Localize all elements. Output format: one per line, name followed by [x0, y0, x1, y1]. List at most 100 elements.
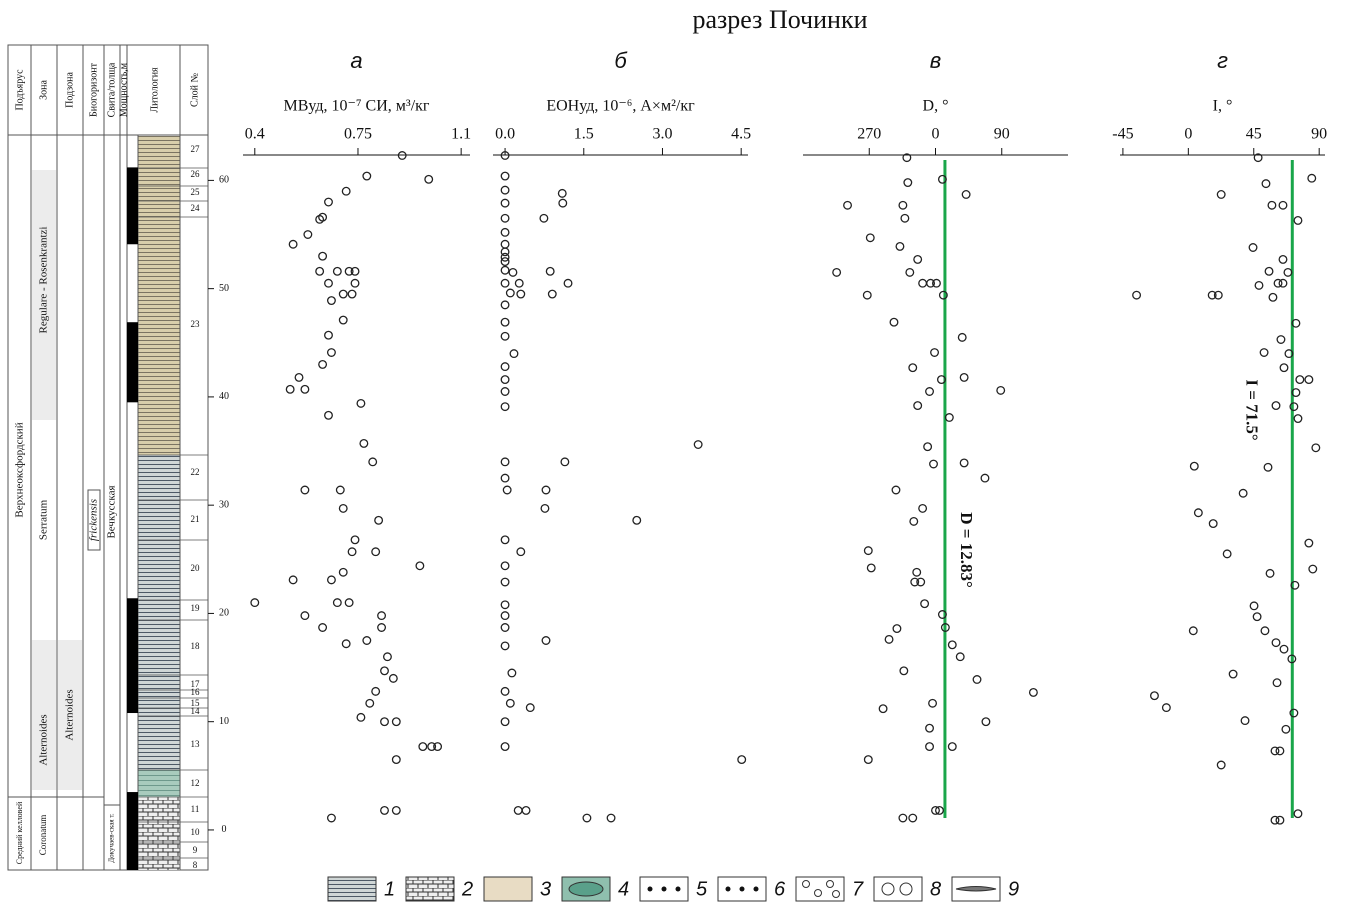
- data-point: [326, 575, 336, 585]
- data-point: [356, 712, 366, 722]
- data-point: [500, 317, 510, 327]
- data-point: [1304, 538, 1314, 548]
- data-point: [558, 198, 568, 208]
- zone-shade: [32, 170, 56, 420]
- data-point: [341, 186, 351, 196]
- x-tick-label: 270: [857, 126, 881, 143]
- strat-unit: Докучаев-ская т.: [108, 813, 116, 862]
- data-point: [925, 723, 934, 733]
- data-point: [427, 742, 437, 752]
- data-point: [980, 473, 990, 483]
- data-point: [1253, 153, 1263, 163]
- data-point: [547, 289, 557, 299]
- data-point: [391, 755, 401, 765]
- layer-number: 12: [191, 778, 200, 788]
- x-axis-title: I, °: [1213, 98, 1233, 115]
- data-point: [500, 641, 510, 651]
- x-tick-label: -45: [1112, 126, 1133, 143]
- data-point: [737, 755, 747, 765]
- data-point: [326, 296, 336, 306]
- strat-unit: Serratum: [38, 499, 50, 540]
- data-point: [359, 439, 369, 448]
- data-point: [560, 457, 570, 467]
- data-point: [1254, 280, 1264, 290]
- data-point: [1290, 580, 1300, 590]
- data-point: [318, 212, 328, 222]
- data-point: [500, 265, 510, 275]
- data-point: [1161, 703, 1171, 713]
- legend-swatch-mark: [568, 881, 604, 897]
- depth-tick-label: 60: [219, 175, 229, 186]
- data-point: [500, 686, 510, 696]
- strat-unit: Regulare - Rosenkrantzi: [38, 227, 50, 334]
- data-point: [502, 485, 512, 495]
- data-point: [1291, 388, 1301, 398]
- data-point: [891, 485, 901, 495]
- depth-tick-label: 40: [219, 391, 229, 402]
- data-point: [1240, 716, 1250, 726]
- reference-label: I = 71.5°: [1242, 379, 1261, 440]
- data-point: [391, 717, 401, 727]
- data-point: [380, 717, 389, 727]
- data-point: [500, 185, 510, 195]
- column-header: Литология: [149, 67, 160, 113]
- data-point: [693, 440, 703, 449]
- data-point: [1216, 760, 1226, 770]
- legend-label: 2: [461, 878, 473, 900]
- x-tick-label: 45: [1246, 126, 1262, 143]
- data-point: [1279, 644, 1289, 654]
- data-point: [288, 239, 298, 249]
- strat-unit: Верхнеоксфордский: [14, 422, 26, 517]
- x-tick-label: 0: [1184, 126, 1192, 143]
- layer-number: 9: [193, 845, 198, 855]
- data-point: [1278, 278, 1288, 288]
- data-point: [541, 636, 551, 645]
- legend-swatch-mark: [753, 886, 759, 892]
- strat-unit: Вечкусская: [106, 485, 118, 538]
- data-point: [832, 267, 842, 277]
- x-tick-label: 0: [932, 126, 940, 143]
- data-point: [545, 266, 555, 276]
- data-point: [500, 577, 510, 587]
- column-header: Свита/толща: [106, 62, 117, 117]
- data-point: [318, 623, 328, 632]
- data-point: [500, 257, 510, 267]
- data-point: [541, 485, 551, 495]
- data-point: [929, 459, 938, 469]
- legend-label: 8: [930, 878, 941, 900]
- depth-tick-label: 20: [219, 608, 229, 619]
- strat-unit: frickensis: [88, 499, 100, 541]
- data-point: [884, 634, 894, 644]
- x-axis-title: MBуд, 10⁻⁷ СИ, м³/кг: [284, 98, 430, 115]
- data-point: [338, 503, 348, 513]
- depth-tick-label: 30: [219, 499, 229, 510]
- legend-swatch-mark: [955, 886, 997, 892]
- data-point: [347, 289, 357, 299]
- data-point: [955, 652, 965, 662]
- data-point: [500, 457, 510, 467]
- legend-swatch: [405, 876, 455, 902]
- data-point: [1284, 349, 1294, 359]
- data-point: [500, 561, 510, 571]
- data-point: [1273, 278, 1283, 288]
- panel-letter: б: [614, 48, 628, 73]
- data-point: [1260, 626, 1270, 636]
- lithology: [138, 136, 180, 455]
- panel-letter: г: [1217, 48, 1228, 73]
- data-point: [500, 171, 510, 181]
- data-point: [918, 278, 928, 288]
- legend-swatch-mark: [814, 889, 822, 897]
- legend-swatch-mark: [725, 886, 731, 892]
- data-point: [500, 247, 510, 257]
- data-point: [582, 813, 592, 823]
- data-point: [1132, 290, 1142, 300]
- x-tick-label: 4.5: [731, 126, 751, 143]
- data-point: [300, 485, 310, 495]
- x-axis-title: D, °: [923, 98, 949, 115]
- x-tick-label: 3.0: [652, 126, 672, 143]
- data-point: [350, 266, 360, 276]
- data-point: [944, 413, 954, 422]
- data-point: [415, 561, 425, 571]
- data-point: [1279, 363, 1289, 373]
- data-point: [932, 278, 941, 288]
